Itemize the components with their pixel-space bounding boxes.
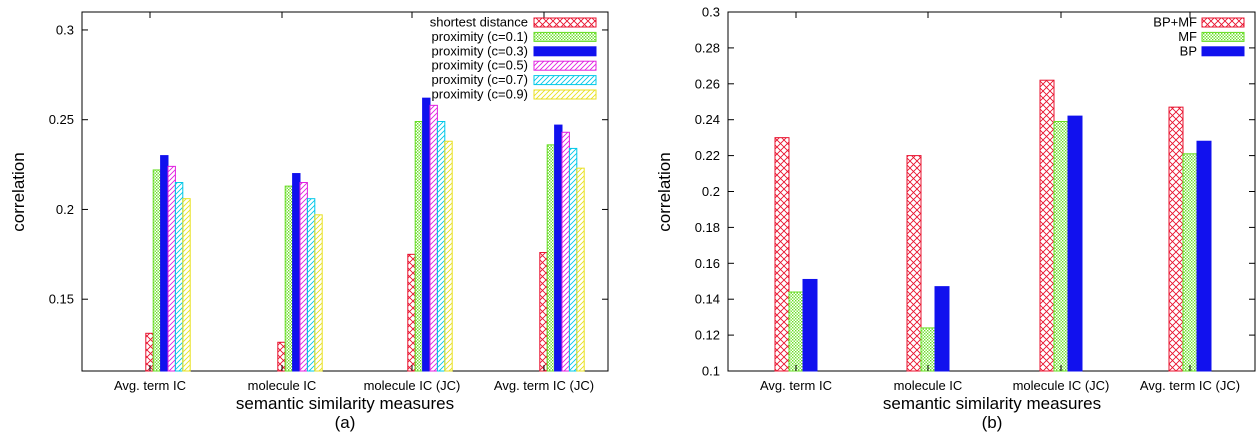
y-ticks-b: 0.1 0.12 0.14 0.16 0.18 0.2 0.22 0.24 0.26 0.28 0.… <box>695 5 1255 379</box>
x-tick-label: molecule IC <box>894 378 963 393</box>
panel-caption-a: (a) <box>335 413 356 432</box>
bar <box>1053 120 1069 372</box>
bar <box>774 137 790 372</box>
y-tick-label: 0.26 <box>695 76 720 91</box>
legend-label: proximity (c=0.7) <box>432 72 528 87</box>
y-tick-label: 0.28 <box>695 40 720 55</box>
legend-swatch <box>533 31 597 42</box>
panel-caption-b: (b) <box>982 413 1003 432</box>
y-tick-label: 0.1 <box>702 364 720 379</box>
y-tick-label: 0.22 <box>695 148 720 163</box>
bar <box>568 147 578 372</box>
y-axis-label-b: correlation <box>655 152 674 231</box>
x-axis-label-b: semantic similarity measures <box>883 394 1101 413</box>
chart-panel-a: 0.15 0.2 0.25 0.3 Avg. term IC molecule IC mo… <box>9 11 609 432</box>
legend-swatch <box>1201 17 1245 28</box>
bar <box>561 131 570 372</box>
legend-label: shortest distance <box>430 15 528 30</box>
y-tick-label: 0.14 <box>695 292 720 307</box>
y-tick-label: 0.24 <box>695 112 720 127</box>
bar <box>182 198 191 372</box>
chart-panel-b: 0.1 0.12 0.14 0.16 0.18 0.2 0.22 0.24 0.26 0.28 0.… <box>655 5 1256 432</box>
x-tick-label: molecule IC <box>248 378 317 393</box>
y-tick-label: 0.15 <box>49 292 74 307</box>
x-tick-label: molecule IC (JC) <box>1013 378 1110 393</box>
bar <box>422 97 431 372</box>
x-tick-label: Avg. term IC <box>114 378 186 393</box>
legend-swatch <box>1201 31 1245 42</box>
bar <box>802 278 818 372</box>
bar <box>292 173 301 372</box>
x-tick-label: Avg. term IC (JC) <box>494 378 594 393</box>
y-tick-label: 0.18 <box>695 220 720 235</box>
legend-swatch <box>533 75 597 86</box>
bar <box>160 155 169 372</box>
legend-swatch <box>533 89 597 100</box>
y-tick-label: 0.16 <box>695 256 720 271</box>
y-tick-label: 0.25 <box>49 112 74 127</box>
bar <box>407 253 416 372</box>
bar <box>306 198 316 372</box>
bar <box>554 124 563 372</box>
legend-swatch <box>1201 46 1245 57</box>
x-tick-label: Avg. term IC (JC) <box>1140 378 1240 393</box>
y-ticks-a: 0.15 0.2 0.25 0.3 <box>49 22 608 307</box>
y-axis-label-a: correlation <box>9 152 28 231</box>
y-tick-label: 0.2 <box>56 202 74 217</box>
legend-label: proximity (c=0.5) <box>432 58 528 73</box>
legend-swatch <box>533 46 597 57</box>
plot-frame-a <box>81 11 609 372</box>
bar <box>1182 153 1198 372</box>
bar <box>546 144 556 372</box>
bar <box>1039 79 1055 372</box>
x-tick-label: Avg. term IC <box>760 378 832 393</box>
x-tick-labels-b: Avg. term IC molecule IC molecule IC (JC) A… <box>760 12 1240 393</box>
y-tick-label: 0.3 <box>702 5 720 20</box>
y-tick-label: 0.12 <box>695 328 720 343</box>
bar <box>1196 140 1212 372</box>
legend-label: BP+MF <box>1153 15 1197 30</box>
y-tick-label: 0.2 <box>702 184 720 199</box>
bar <box>414 120 424 372</box>
x-axis-label-a: semantic similarity measures <box>236 394 454 413</box>
bar <box>314 214 323 372</box>
bar <box>920 327 936 372</box>
x-tick-labels-a: Avg. term IC molecule IC molecule IC (JC) A… <box>114 12 594 393</box>
bar <box>174 182 184 372</box>
legend-label: proximity (c=0.3) <box>432 43 528 58</box>
bar <box>539 252 548 372</box>
bar <box>167 165 176 372</box>
bar <box>429 104 438 372</box>
legend-label: proximity (c=0.9) <box>432 87 528 102</box>
bar <box>576 167 585 372</box>
bar <box>1168 106 1184 372</box>
bar <box>934 286 950 372</box>
bar <box>1067 115 1083 372</box>
legend-swatch <box>533 60 597 71</box>
x-tick-label: molecule IC (JC) <box>364 378 461 393</box>
bars-a <box>145 97 585 372</box>
bar <box>444 140 453 372</box>
bars-b <box>774 79 1212 372</box>
legend-label: proximity (c=0.1) <box>432 29 528 44</box>
legend-label: MF <box>1178 29 1197 44</box>
bar <box>788 291 804 372</box>
bar <box>436 120 446 372</box>
bar <box>284 185 294 372</box>
legend-swatch <box>533 17 597 28</box>
bar <box>906 155 922 372</box>
y-tick-label: 0.3 <box>56 22 74 37</box>
legend-label: BP <box>1180 43 1197 58</box>
bar <box>299 182 308 372</box>
bar <box>152 169 162 372</box>
